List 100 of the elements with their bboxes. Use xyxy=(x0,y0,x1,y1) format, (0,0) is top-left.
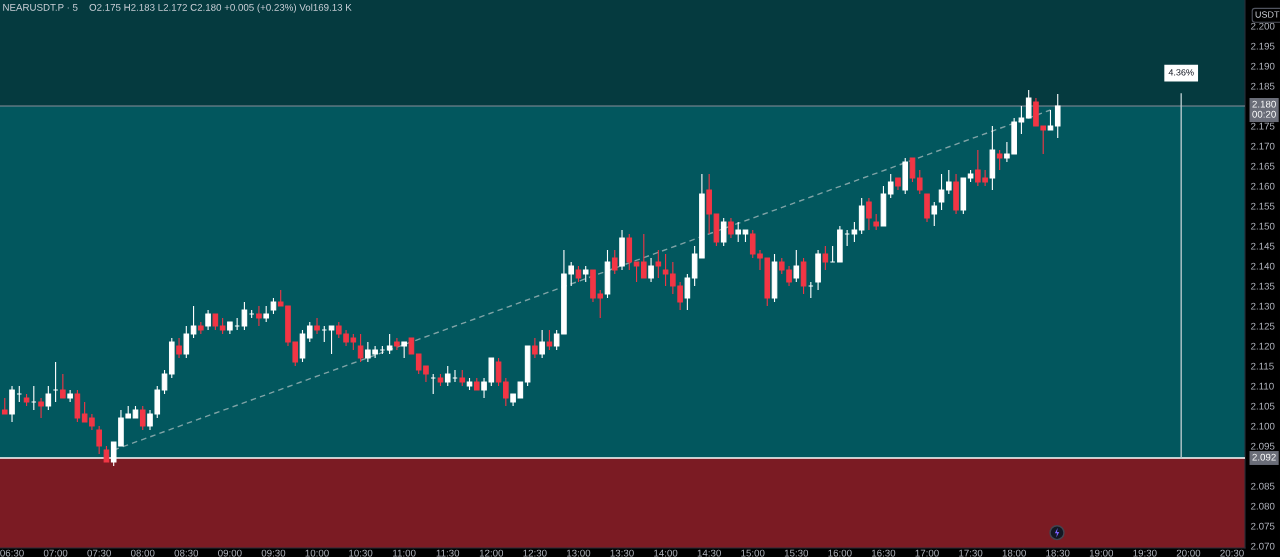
candlestick xyxy=(23,393,30,407)
candlestick xyxy=(74,389,81,423)
y-tick-label: 2.115 xyxy=(1251,362,1274,370)
candlestick xyxy=(800,257,807,295)
candlestick xyxy=(306,321,313,343)
candlestick xyxy=(822,245,829,271)
y-tick-label: 2.200 xyxy=(1251,22,1275,30)
candlestick xyxy=(604,249,611,299)
candlestick xyxy=(437,373,444,387)
candlestick xyxy=(45,385,52,411)
y-tick-label: 2.100 xyxy=(1251,422,1275,430)
candlestick xyxy=(16,385,23,403)
candlestick xyxy=(793,249,800,283)
x-tick-label: 10:30 xyxy=(349,549,373,557)
candlestick xyxy=(851,221,858,243)
candlestick xyxy=(430,373,437,395)
y-tick-label: 2.140 xyxy=(1251,262,1275,270)
candlestick xyxy=(829,245,836,263)
candlestick xyxy=(771,253,778,303)
candlestick xyxy=(837,225,843,263)
candlestick xyxy=(728,217,734,239)
x-tick-label: 10:00 xyxy=(305,549,329,557)
candlestick xyxy=(1047,109,1054,131)
y-tick-label: 2.105 xyxy=(1251,402,1275,410)
candlestick xyxy=(945,169,952,195)
candlestick xyxy=(844,229,850,247)
candlestick xyxy=(706,173,712,235)
candlestick xyxy=(190,305,197,339)
x-tick-label: 16:30 xyxy=(872,549,896,557)
candlestick xyxy=(532,337,538,359)
x-tick-label: 14:30 xyxy=(697,549,721,557)
x-tick-label: 08:00 xyxy=(130,549,155,557)
x-tick-label: 14:00 xyxy=(654,549,678,557)
candlestick xyxy=(713,213,720,247)
candlestick xyxy=(641,233,647,279)
x-tick-label: 17:30 xyxy=(959,549,983,557)
candlestick xyxy=(546,329,553,351)
y-tick-label: 2.190 xyxy=(1251,62,1275,70)
candlestick xyxy=(256,305,262,327)
candlestick xyxy=(394,337,400,351)
candlestick xyxy=(444,365,451,387)
candlestick xyxy=(132,405,139,419)
y-tick-label: 2.170 xyxy=(1251,142,1275,150)
candlestick xyxy=(735,221,742,243)
candlestick xyxy=(198,321,204,335)
candlestick xyxy=(648,257,654,283)
ref-line-label: 2.092 xyxy=(1252,453,1276,461)
candlestick xyxy=(619,229,625,271)
candlestick xyxy=(408,337,415,355)
candlestick xyxy=(684,273,691,311)
candlestick xyxy=(227,321,233,335)
candlestick xyxy=(960,177,967,215)
x-tick-label: 13:30 xyxy=(610,549,634,557)
candlestick xyxy=(996,149,1003,171)
candlestick xyxy=(314,317,320,335)
y-tick-label: 2.130 xyxy=(1251,302,1275,310)
candlestick xyxy=(161,369,168,395)
y-axis-title: USDT xyxy=(1255,11,1280,18)
candlestick xyxy=(67,389,73,403)
candlestick xyxy=(524,345,531,387)
candlestick xyxy=(611,249,618,275)
candlestick xyxy=(655,249,662,279)
x-tick-label: 19:30 xyxy=(1133,549,1157,557)
annotation: 4.36% xyxy=(1168,69,1194,76)
x-tick-label: 09:00 xyxy=(218,549,242,557)
y-tick-label: 2.160 xyxy=(1251,182,1275,190)
chart-subtitle: O2.175 H2.183 L2.172 C2.180 +0.005 (+0.23%) Vol169.13 K xyxy=(89,3,352,13)
candlestick xyxy=(953,173,959,215)
candlestick xyxy=(895,177,901,191)
x-tick-label: 08:30 xyxy=(174,549,199,557)
y-tick-label: 2.110 xyxy=(1251,382,1274,390)
candlestick xyxy=(1,397,8,415)
candlestick xyxy=(1025,89,1032,119)
candlestick xyxy=(183,325,190,359)
x-tick-label: 12:00 xyxy=(479,549,504,557)
candlestick xyxy=(720,217,727,247)
candlestick xyxy=(459,369,466,387)
y-tick-label: 2.075 xyxy=(1251,522,1275,530)
candlestick xyxy=(234,317,240,331)
candlestick xyxy=(299,329,306,363)
x-tick-label: 20:30 xyxy=(1220,549,1244,557)
x-tick-label: 11:00 xyxy=(393,549,416,557)
candlestick xyxy=(31,385,37,411)
candlestick xyxy=(662,253,669,287)
candlestick xyxy=(582,265,589,283)
x-tick-label: 20:00 xyxy=(1176,549,1201,557)
y-tick-label: 2.135 xyxy=(1251,282,1275,290)
y-tick-label: 2.155 xyxy=(1251,202,1275,210)
candlestick xyxy=(263,305,269,323)
candlestick xyxy=(880,185,887,227)
candlestick xyxy=(938,173,945,211)
y-tick-label: 2.175 xyxy=(1251,122,1275,130)
candlestick xyxy=(742,229,749,243)
candlestick xyxy=(60,373,66,399)
candlestick xyxy=(887,173,894,199)
x-tick-label: 18:00 xyxy=(1002,549,1026,557)
y-tick-label: 2.185 xyxy=(1251,82,1275,90)
x-tick-label: 18:30 xyxy=(1046,549,1070,557)
candlestick xyxy=(328,325,335,355)
x-tick-label: 16:00 xyxy=(828,549,852,557)
